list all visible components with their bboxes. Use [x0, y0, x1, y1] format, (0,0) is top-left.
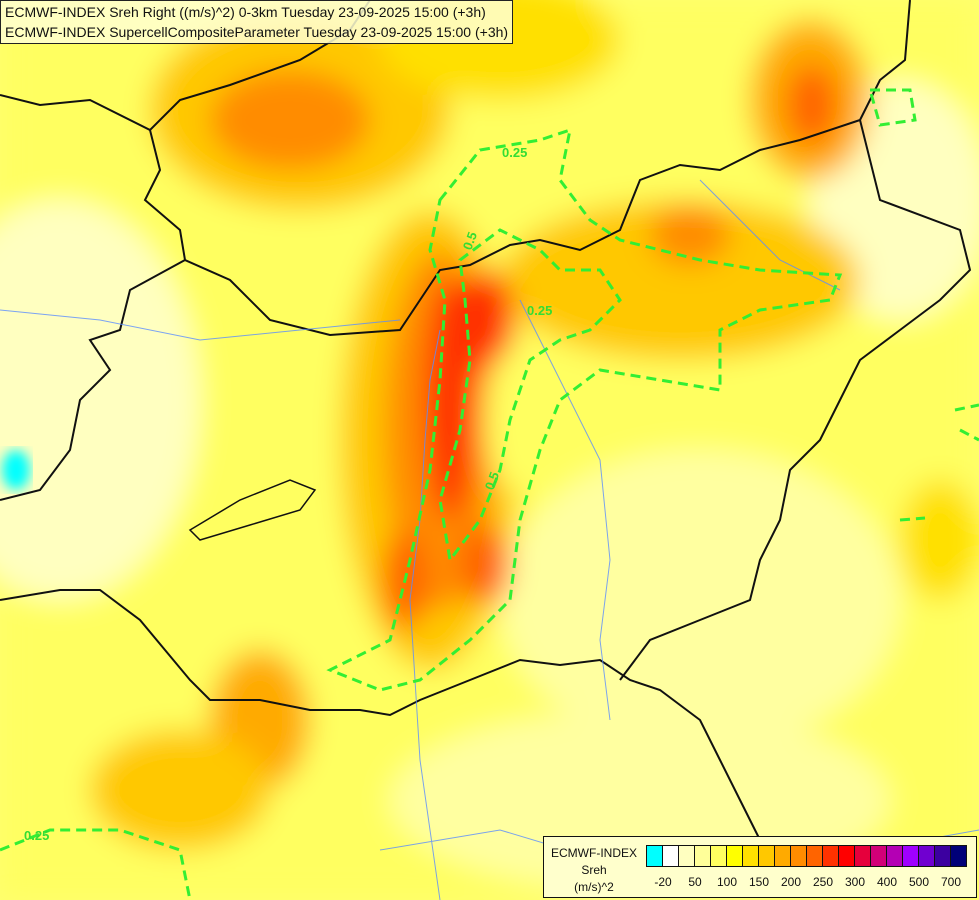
legend-variable: Sreh	[581, 863, 607, 877]
legend-tick-label: 50	[688, 875, 702, 889]
legend-swatch	[951, 846, 966, 866]
legend-swatch	[679, 846, 695, 866]
legend-tick-label: 700	[940, 875, 962, 889]
legend-swatch	[823, 846, 839, 866]
contour-label: 0.25	[24, 828, 49, 843]
legend-tick-label: 400	[876, 875, 898, 889]
map-title: ECMWF-INDEX Sreh Right ((m/s)^2) 0-3km T…	[0, 0, 514, 44]
legend-swatch	[935, 846, 951, 866]
contour-label: 0.25	[527, 303, 552, 318]
legend-swatch	[903, 846, 919, 866]
legend-swatch	[887, 846, 903, 866]
legend-tick-label: 500	[908, 875, 930, 889]
legend-swatch	[727, 846, 743, 866]
contour-label: 0.5	[482, 470, 502, 492]
legend-tick-label: -20	[654, 875, 672, 889]
title-line-sreh: ECMWF-INDEX Sreh Right ((m/s)^2) 0-3km T…	[5, 4, 486, 20]
legend-unit: (m/s)^2	[574, 880, 614, 894]
negative-sreh-area	[2, 450, 30, 490]
legend-title: ECMWF-INDEX Sreh (m/s)^2	[546, 845, 642, 896]
legend-tick-label: 200	[780, 875, 802, 889]
contour-labels: 0.25 0.5 0.25 0.5 0.25	[24, 145, 552, 843]
legend-swatch	[695, 846, 711, 866]
legend-tick-label: 250	[812, 875, 834, 889]
legend-swatch	[759, 846, 775, 866]
legend-swatch	[791, 846, 807, 866]
legend-swatch	[775, 846, 791, 866]
legend-swatch	[919, 846, 935, 866]
contour-label: 0.5	[460, 230, 480, 252]
legend-tick-label: 300	[844, 875, 866, 889]
title-line-scp: ECMWF-INDEX SupercellCompositeParameter …	[5, 24, 509, 40]
legend-swatch	[871, 846, 887, 866]
legend-tick-label: 100	[716, 875, 738, 889]
legend-swatch	[647, 846, 663, 866]
legend-swatches	[646, 845, 967, 867]
legend-swatch	[743, 846, 759, 866]
legend-swatch	[711, 846, 727, 866]
legend-source: ECMWF-INDEX	[551, 846, 637, 860]
scp-contours	[0, 88, 979, 900]
legend-tick-label: 150	[748, 875, 770, 889]
contour-label: 0.25	[502, 145, 527, 160]
legend-swatch	[839, 846, 855, 866]
color-legend: ECMWF-INDEX Sreh (m/s)^2 -20 50 100 150 200 2…	[543, 836, 977, 898]
legend-swatch	[855, 846, 871, 866]
legend-swatch	[663, 846, 679, 866]
legend-swatch	[807, 846, 823, 866]
